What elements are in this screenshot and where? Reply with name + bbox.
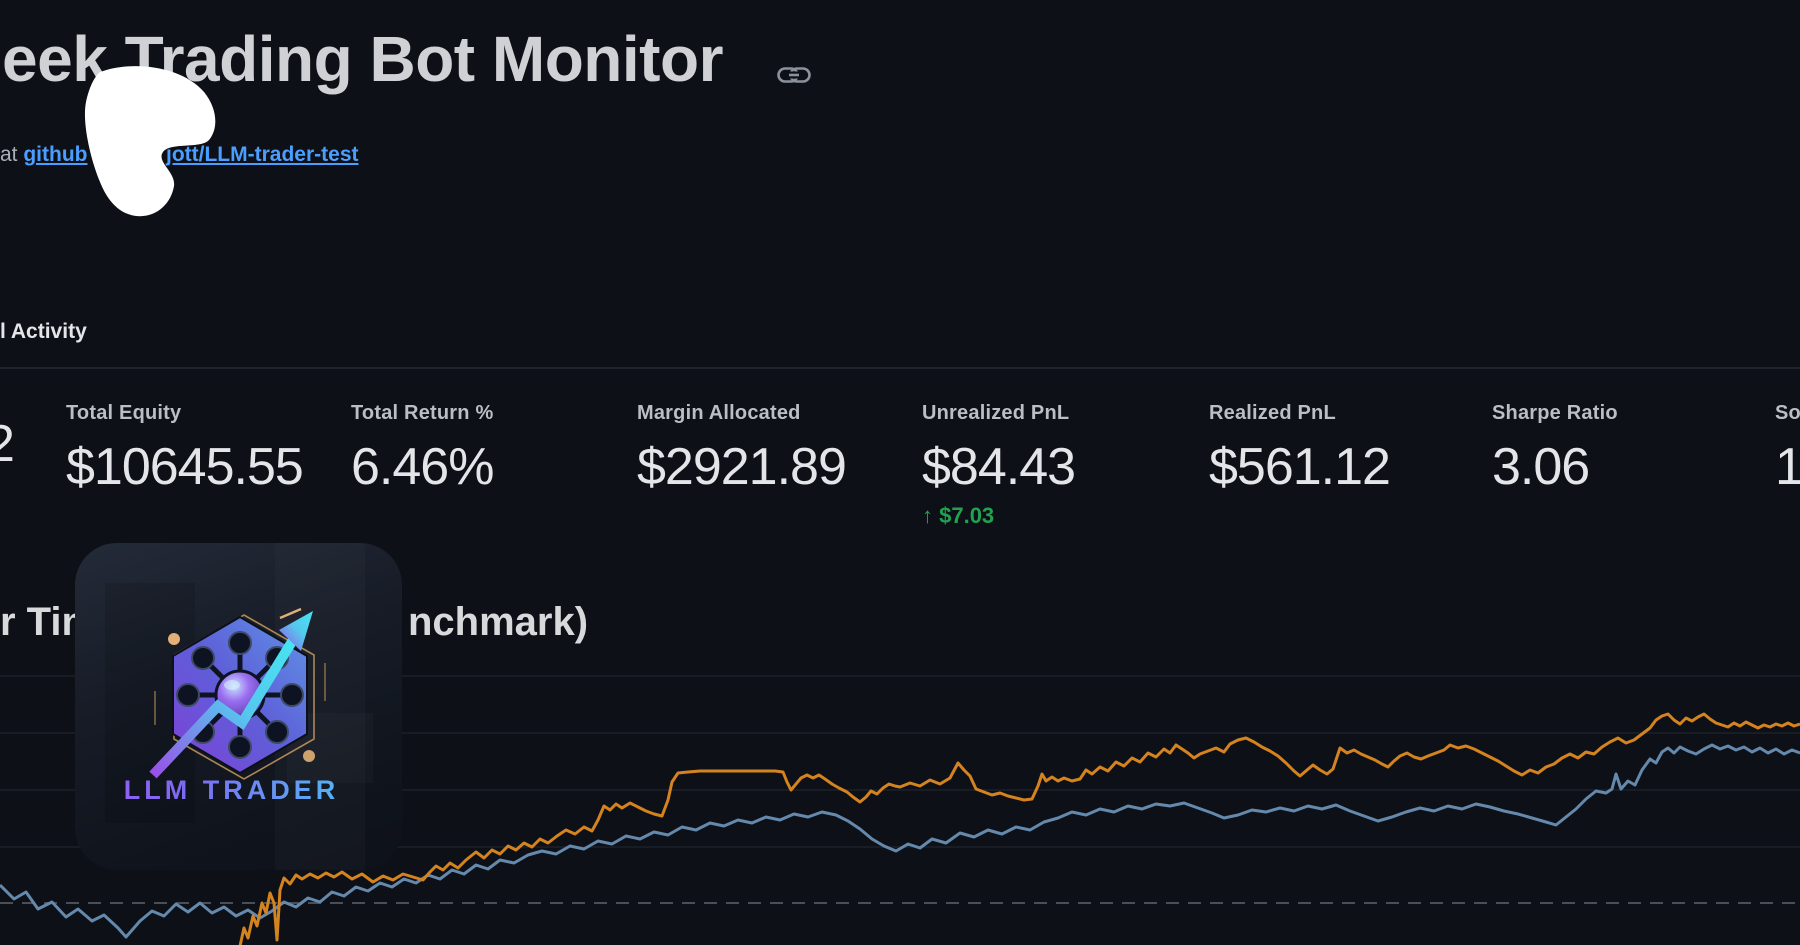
- metric-sharpe-ratio: Sharpe Ratio 3.06: [1492, 402, 1618, 496]
- repo-link-part2[interactable]: jott/LLM-trader-test: [166, 143, 359, 166]
- llm-trader-logo: LLM TRADER: [75, 543, 402, 870]
- tab-activity[interactable]: l Activity: [0, 320, 87, 343]
- metric-total-return: Total Return % 6.46%: [351, 402, 494, 496]
- link-icon[interactable]: [777, 66, 811, 84]
- tab-divider: [0, 367, 1800, 369]
- subtitle-part2: jott/LLM-trader-test: [166, 143, 359, 167]
- section-heading-right: nchmark): [408, 600, 589, 644]
- logo-wordmark: LLM TRADER: [75, 775, 388, 806]
- growth-arrow-icon: [149, 611, 313, 779]
- metric-partial-left: 2: [0, 402, 15, 474]
- metric-realized-pnl: Realized PnL $561.12: [1209, 402, 1391, 496]
- repo-link-part1[interactable]: github: [23, 143, 88, 166]
- metric-partial-sortino: So 1: [1775, 402, 1800, 496]
- series-blue: [0, 743, 1800, 939]
- metric-unrealized-pnl: Unrealized PnL $84.43 ↑ $7.03: [922, 402, 1076, 528]
- white-blob-overlay: [84, 66, 216, 217]
- subtitle: at github: [0, 143, 88, 167]
- unrealized-pnl-delta: ↑ $7.03: [922, 503, 995, 528]
- llm-trader-logo-art: [105, 583, 326, 823]
- subtitle-prefix: at: [0, 143, 24, 166]
- metric-margin-allocated: Margin Allocated $2921.89: [637, 402, 847, 496]
- series-orange: [238, 712, 1800, 945]
- metric-total-equity: Total Equity $10645.55: [66, 402, 304, 496]
